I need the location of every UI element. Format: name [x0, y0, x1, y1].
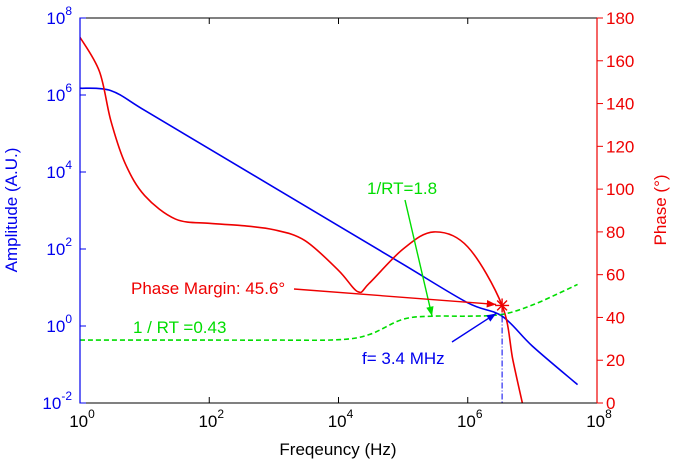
- arrow-shaft: [404, 199, 433, 317]
- y-right-tick-label: 60: [606, 266, 625, 285]
- x-axis-label: Freqeuncy (Hz): [279, 440, 396, 459]
- y-axis-left-label: Amplitude (A.U.): [2, 148, 21, 273]
- x-tick-label: 102: [198, 407, 224, 431]
- annotation-rt-low: 1 / RT =0.43: [133, 318, 226, 337]
- arrow-head: [426, 306, 434, 316]
- annotation-crossover-frequency: f= 3.4 MHz: [362, 349, 445, 368]
- arrow-shaft: [293, 288, 497, 306]
- arrow-head: [486, 313, 497, 322]
- y-left-tick-label: 10-2: [42, 389, 72, 413]
- y-right-tick-label: 140: [606, 95, 634, 114]
- y-right-tick-label: 180: [606, 9, 634, 28]
- x-tick-label: 100: [69, 407, 95, 431]
- y-right-tick-label: 100: [606, 180, 634, 199]
- arrow-rt-high: [404, 199, 434, 317]
- axes-layer: 100 102 104 106 10810-2100102104106108020406…: [42, 4, 634, 431]
- y-left-tick-label: 106: [46, 81, 72, 105]
- phase-curve: [80, 36, 524, 403]
- y-right-tick-label: 20: [606, 351, 625, 370]
- annotation-phase-margin: Phase Margin: 45.6°: [131, 279, 285, 298]
- plot-frame: [79, 17, 598, 404]
- y-right-tick-label: 0: [606, 394, 615, 413]
- annotations-layer: 1/RT=1.8 1 / RT =0.43 Phase Margin: 45.6° f…: [131, 179, 497, 368]
- x-tick-label: 108: [586, 407, 612, 431]
- guides-layer: [495, 298, 510, 403]
- y-right-tick-label: 120: [606, 137, 634, 156]
- y-left-tick-label: 108: [46, 4, 72, 28]
- x-tick-label: 106: [457, 407, 483, 431]
- amplitude-curve: [80, 87, 579, 386]
- series-layer: [80, 36, 579, 403]
- arrow-crossover: [451, 312, 497, 343]
- crossover-star-marker: [495, 298, 510, 313]
- annotation-rt-high: 1/RT=1.8: [367, 179, 437, 198]
- arrow-head: [486, 300, 497, 308]
- y-left-tick-label: 102: [46, 235, 72, 259]
- arrow-phase-margin: [293, 288, 497, 308]
- y-axis-right-label: Phase (°): [651, 174, 670, 245]
- y-left-tick-label: 100: [46, 312, 72, 336]
- y-left-tick-label: 104: [46, 158, 72, 182]
- star-stroke: [496, 300, 508, 311]
- y-right-tick-label: 40: [606, 308, 625, 327]
- y-right-tick-label: 160: [606, 52, 634, 71]
- x-tick-label: 104: [328, 407, 354, 431]
- y-right-tick-label: 80: [606, 223, 625, 242]
- rt-curve: [80, 283, 578, 342]
